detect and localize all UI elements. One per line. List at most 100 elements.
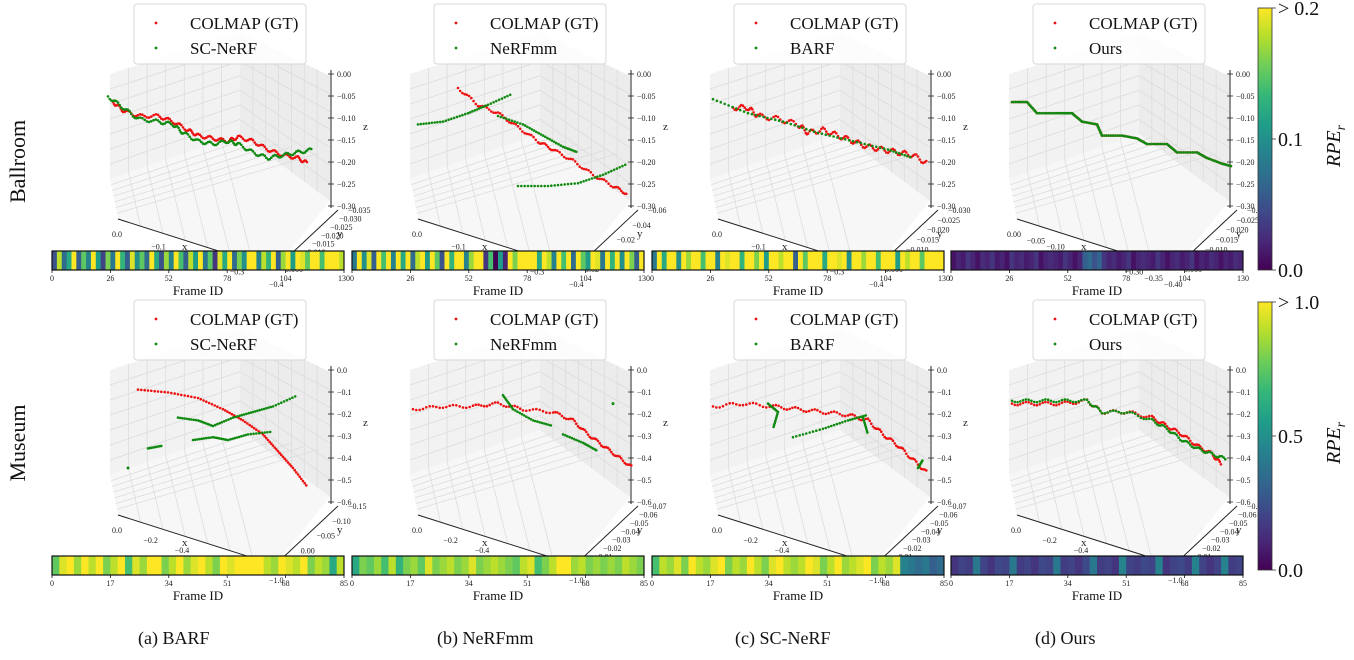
method-trajectory-point bbox=[193, 438, 197, 442]
grid-line bbox=[714, 442, 892, 499]
grid-line bbox=[109, 119, 241, 165]
gt-trajectory-point bbox=[480, 404, 483, 407]
rpe-bar bbox=[580, 251, 586, 270]
method-trajectory-point bbox=[1109, 134, 1113, 137]
rpe-bar bbox=[193, 251, 199, 270]
method-trajectory-point bbox=[516, 184, 520, 188]
method-trajectory-point bbox=[1152, 419, 1155, 422]
gt-trajectory-point bbox=[567, 157, 570, 161]
rpe-bar bbox=[955, 251, 962, 270]
gt-trajectory-point bbox=[246, 422, 249, 425]
gt-trajectory-point bbox=[556, 149, 559, 152]
grid-line bbox=[1008, 371, 1140, 416]
method-trajectory-point bbox=[268, 430, 272, 434]
grid-line bbox=[415, 446, 605, 504]
y-tick-label: −0.05 bbox=[930, 519, 949, 528]
grid-line bbox=[109, 385, 241, 431]
rpe-bar bbox=[634, 251, 640, 270]
rpe-bar bbox=[994, 556, 1003, 575]
method-trajectory-point bbox=[227, 418, 230, 421]
rpe-bar bbox=[52, 251, 58, 270]
gt-trajectory-point bbox=[415, 408, 418, 412]
gt-trajectory-point bbox=[496, 401, 500, 404]
method-trajectory-point bbox=[863, 142, 866, 146]
method-trajectory-point bbox=[750, 112, 754, 116]
rpe-bar bbox=[207, 251, 213, 270]
y-axis-label: y bbox=[1236, 228, 1242, 240]
rpe-bar bbox=[629, 251, 635, 270]
legend-label-method: Ours bbox=[1089, 335, 1122, 354]
method-trajectory-point bbox=[575, 150, 578, 154]
x-tick-label: −1.0 bbox=[869, 576, 884, 585]
rpe-bar bbox=[834, 556, 843, 575]
gt-trajectory-point bbox=[765, 406, 768, 409]
z-tick-label: −0.6 bbox=[937, 498, 952, 507]
gt-trajectory-point bbox=[136, 113, 140, 117]
method-trajectory-point bbox=[526, 125, 529, 129]
rpe-bar bbox=[425, 251, 431, 270]
rpe-bar bbox=[519, 556, 528, 575]
rpe-bar bbox=[473, 251, 479, 270]
y-tick-label: −0.04 bbox=[1220, 527, 1239, 536]
floor-pane bbox=[110, 430, 330, 565]
rpe-bar bbox=[66, 251, 72, 270]
gt-trajectory-point bbox=[823, 127, 826, 131]
method-trajectory-point bbox=[1021, 398, 1025, 402]
grid-line bbox=[1082, 153, 1108, 248]
grid-line bbox=[109, 415, 241, 461]
grid-line bbox=[1064, 455, 1085, 537]
gt-trajectory-point bbox=[275, 150, 278, 153]
rpe-bar bbox=[656, 251, 663, 270]
method-trajectory-point bbox=[1080, 398, 1083, 402]
gt-trajectory-point bbox=[718, 406, 721, 409]
legend-label-gt: COLMAP (GT) bbox=[790, 14, 898, 33]
y-axis-line bbox=[874, 505, 939, 566]
z-tick-label: −0.15 bbox=[637, 136, 656, 145]
colorbar-tick-label: > 1.0 bbox=[1278, 292, 1319, 314]
gt-trajectory-point bbox=[1219, 463, 1223, 466]
rpe-bar bbox=[1174, 251, 1181, 270]
grid-line bbox=[746, 166, 764, 234]
rpe-bar bbox=[319, 251, 325, 270]
grid-line bbox=[711, 136, 853, 186]
rpe-bar bbox=[468, 251, 475, 270]
gt-trajectory-point bbox=[585, 430, 588, 434]
gt-trajectory-point bbox=[254, 428, 258, 432]
gt-trajectory-point bbox=[782, 407, 786, 411]
rpe-bar bbox=[715, 251, 721, 270]
gt-trajectory-point bbox=[903, 449, 906, 453]
gt-trajectory-point bbox=[428, 405, 432, 408]
method-trajectory-point bbox=[601, 173, 605, 177]
gt-trajectory-point bbox=[846, 136, 850, 139]
rpe-bar bbox=[290, 251, 296, 270]
gt-trajectory-point bbox=[166, 391, 170, 394]
method-trajectory-point bbox=[229, 417, 233, 420]
rpe-bar bbox=[836, 251, 843, 270]
rpe-bar bbox=[61, 251, 67, 270]
rpe-bar bbox=[498, 251, 504, 270]
rpe-bar bbox=[1111, 251, 1117, 270]
method-trajectory-point bbox=[1139, 416, 1143, 420]
rpe-bar bbox=[892, 556, 901, 575]
method-trajectory-point bbox=[277, 402, 280, 406]
gt-trajectory-point bbox=[761, 113, 764, 116]
grid-line bbox=[1012, 143, 1178, 197]
grid-line bbox=[1045, 166, 1063, 234]
gt-trajectory-point bbox=[532, 135, 535, 139]
method-trajectory-point bbox=[150, 120, 153, 123]
method-trajectory-point bbox=[425, 122, 428, 125]
gt-trajectory-point bbox=[556, 411, 559, 414]
method-trajectory-point bbox=[200, 437, 204, 441]
colorbar-tick-label: 0.0 bbox=[1278, 260, 1303, 282]
rpe-bar bbox=[600, 251, 606, 270]
gt-trajectory-point bbox=[787, 119, 791, 122]
gt-trajectory-point bbox=[596, 439, 600, 443]
rpe-bar bbox=[878, 556, 886, 575]
method-trajectory-point bbox=[218, 421, 221, 425]
method-trajectory-point bbox=[263, 431, 267, 434]
grid-line bbox=[539, 415, 631, 480]
method-trajectory-point bbox=[154, 118, 158, 121]
rpe-bar bbox=[989, 251, 996, 270]
z-tick-label: −0.6 bbox=[337, 498, 352, 507]
rpe-bar bbox=[1133, 556, 1142, 575]
